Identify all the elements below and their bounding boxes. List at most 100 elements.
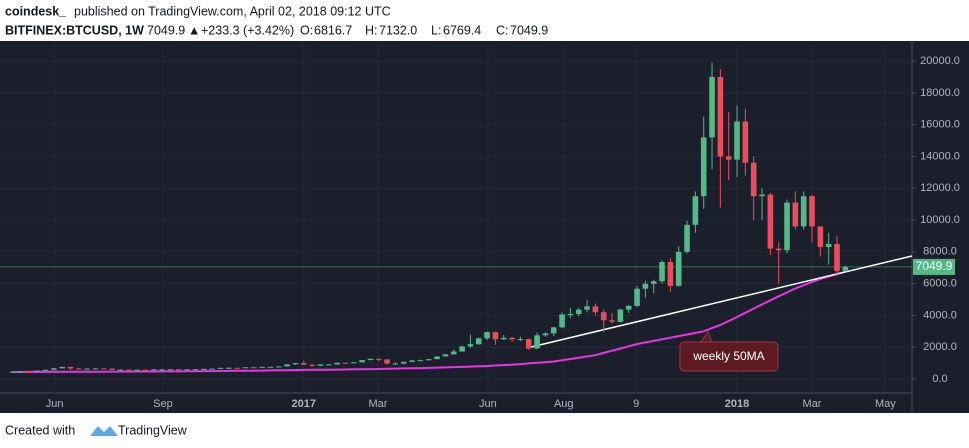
candle	[309, 364, 315, 367]
candle-body	[159, 369, 165, 371]
candle	[459, 345, 465, 352]
moving-average-line	[12, 270, 846, 373]
candle	[109, 368, 115, 371]
candle	[300, 360, 307, 365]
y-tick-label: 10000.0	[920, 214, 960, 226]
x-tick-label: 9	[633, 398, 639, 410]
candle-body	[250, 367, 257, 369]
candle	[484, 331, 490, 341]
candle-body	[176, 369, 182, 371]
candle-body	[417, 360, 424, 362]
candle	[434, 356, 440, 360]
candle-body	[500, 337, 507, 340]
candle	[442, 354, 449, 357]
candle	[575, 307, 582, 317]
candle-body	[51, 368, 57, 370]
candle-body	[101, 368, 107, 370]
candle-body	[26, 371, 32, 373]
candle-body	[42, 369, 49, 371]
candle-body	[617, 309, 624, 322]
candle-body	[217, 367, 224, 369]
ma-annotation: weekly 50MA	[679, 330, 779, 372]
candle-body	[525, 339, 532, 349]
candle-body	[800, 196, 807, 227]
low-label: L:	[431, 23, 441, 37]
candle	[400, 361, 407, 365]
candle	[509, 336, 515, 342]
candle	[209, 368, 215, 370]
candle-body	[634, 288, 640, 306]
candle	[475, 337, 482, 345]
candle-body	[834, 243, 840, 271]
footer-brand[interactable]: TradingView	[118, 423, 188, 437]
candle	[659, 260, 665, 284]
candle	[217, 367, 224, 369]
candle-body	[425, 359, 432, 361]
y-tick-label: 6000.0	[923, 278, 957, 290]
candle	[167, 369, 174, 371]
candle-body	[775, 248, 782, 251]
candle	[200, 368, 207, 370]
candle	[650, 279, 657, 294]
candle	[692, 191, 699, 233]
x-tick-label: 2017	[292, 398, 316, 410]
candle-body	[392, 363, 399, 365]
candle-body	[259, 366, 265, 368]
candle-body	[350, 362, 357, 364]
x-tick-label: Mar	[803, 398, 822, 410]
candle-body	[567, 313, 574, 315]
candle	[34, 370, 40, 373]
candle-body	[84, 368, 90, 370]
candle-body	[309, 364, 315, 366]
candle-body	[434, 356, 440, 360]
candle-body	[267, 366, 274, 368]
x-tick-label: Jun	[479, 398, 497, 410]
candle-body	[517, 339, 524, 341]
y-tick-label: 4000.0	[923, 309, 957, 321]
x-tick-label: Mar	[368, 398, 387, 410]
candle	[625, 305, 632, 314]
candle-body	[675, 251, 682, 286]
candle	[284, 364, 290, 367]
candle	[525, 338, 532, 350]
candle	[592, 303, 599, 316]
candle	[534, 332, 540, 350]
candle	[667, 258, 674, 292]
footer-logo[interactable]	[90, 426, 118, 436]
candle	[725, 111, 732, 181]
candle-body	[600, 312, 607, 321]
candle-body	[184, 369, 190, 371]
candle-body	[9, 371, 15, 373]
candle	[317, 364, 324, 366]
candle-body	[709, 76, 715, 138]
candle-body	[284, 364, 290, 367]
candle-body	[334, 362, 340, 365]
candle-body	[300, 363, 307, 365]
candle-body	[200, 368, 207, 370]
candle-body	[684, 224, 690, 252]
candle-body	[67, 366, 74, 369]
candle	[359, 359, 365, 363]
candle	[142, 369, 149, 371]
author[interactable]: coindesk_	[5, 4, 67, 18]
candle	[584, 299, 590, 313]
candle	[684, 220, 690, 254]
candle-body	[550, 327, 557, 334]
candle-body	[842, 266, 849, 271]
candle	[134, 369, 140, 371]
candle	[600, 309, 607, 333]
candle-body	[667, 262, 674, 286]
candle-body	[59, 366, 65, 369]
candle-body	[534, 335, 540, 349]
candle-body	[126, 369, 132, 371]
candle-body	[134, 369, 140, 371]
last-price-label: 7049.9	[916, 259, 953, 273]
candle-body	[584, 306, 590, 310]
candle	[750, 156, 757, 221]
candle	[51, 368, 57, 370]
candle-body	[342, 362, 349, 364]
candle-body	[234, 367, 240, 369]
candle-body	[209, 368, 215, 370]
y-tick-label: 14000.0	[920, 150, 960, 162]
